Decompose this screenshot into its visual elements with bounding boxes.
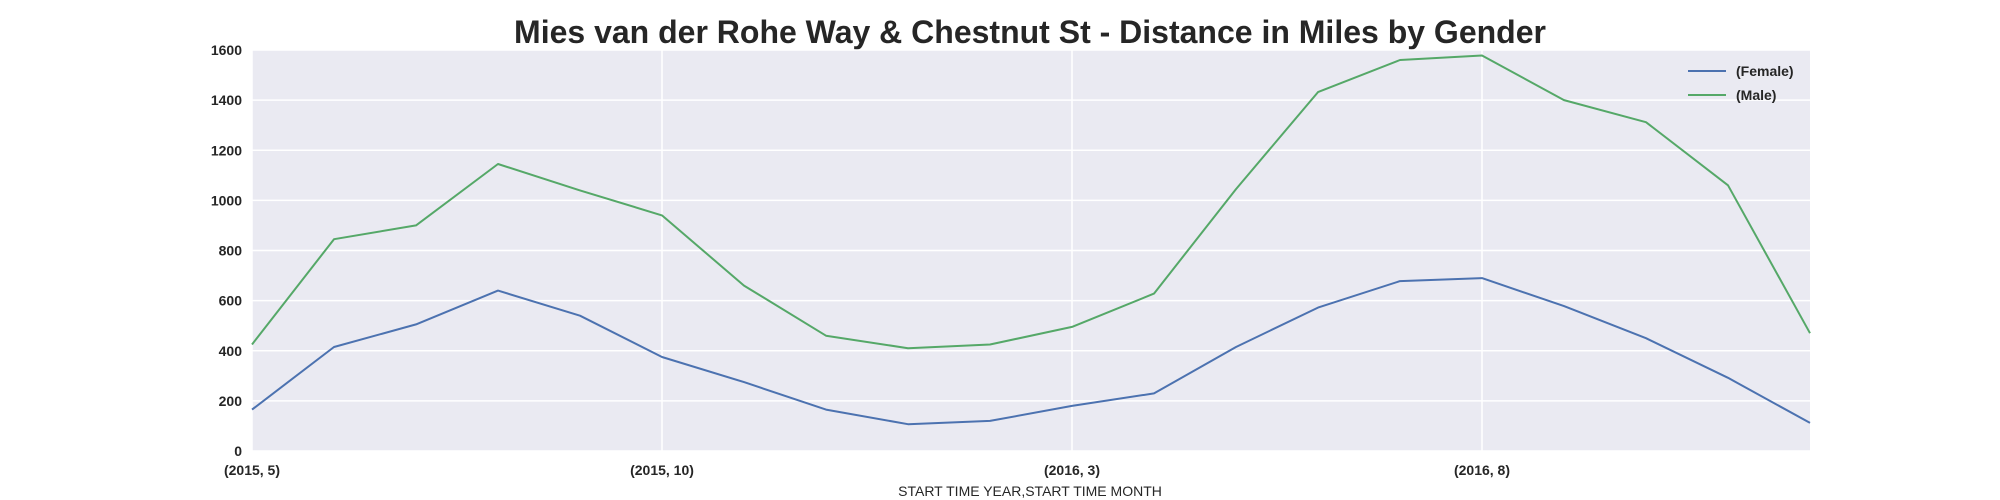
- legend-label: (Male): [1736, 87, 1776, 103]
- x-tick-label: (2015, 10): [630, 462, 694, 478]
- y-tick-label: 1400: [211, 92, 242, 108]
- x-axis: (2015, 5) (2015, 10) (2016, 3) (2016, 8): [224, 462, 1510, 478]
- legend-label: (Female): [1736, 63, 1794, 79]
- y-axis: 0 200 400 600 800 1000 1200 1400 1600: [211, 42, 242, 459]
- y-tick-label: 1600: [211, 42, 242, 58]
- y-tick-label: 600: [219, 293, 243, 309]
- y-tick-label: 1200: [211, 142, 242, 158]
- y-tick-label: 1000: [211, 192, 242, 208]
- series-lines: [251, 54, 1811, 426]
- legend: (Female) (Male): [1688, 63, 1794, 103]
- x-tick-label: (2015, 5): [224, 462, 280, 478]
- chart-title: Mies van der Rohe Way & Chestnut St - Di…: [514, 14, 1546, 50]
- y-tick-label: 200: [219, 393, 243, 409]
- grid-lines: [251, 49, 1810, 452]
- y-tick-label: 0: [234, 443, 242, 459]
- x-tick-label: (2016, 3): [1044, 462, 1100, 478]
- y-tick-label: 800: [219, 243, 243, 259]
- x-tick-label: (2016, 8): [1454, 462, 1510, 478]
- x-axis-label: START TIME YEAR,START TIME MONTH: [898, 483, 1162, 499]
- series-line-0: [251, 277, 1811, 426]
- y-tick-label: 400: [219, 343, 243, 359]
- series-line-1: [251, 54, 1811, 350]
